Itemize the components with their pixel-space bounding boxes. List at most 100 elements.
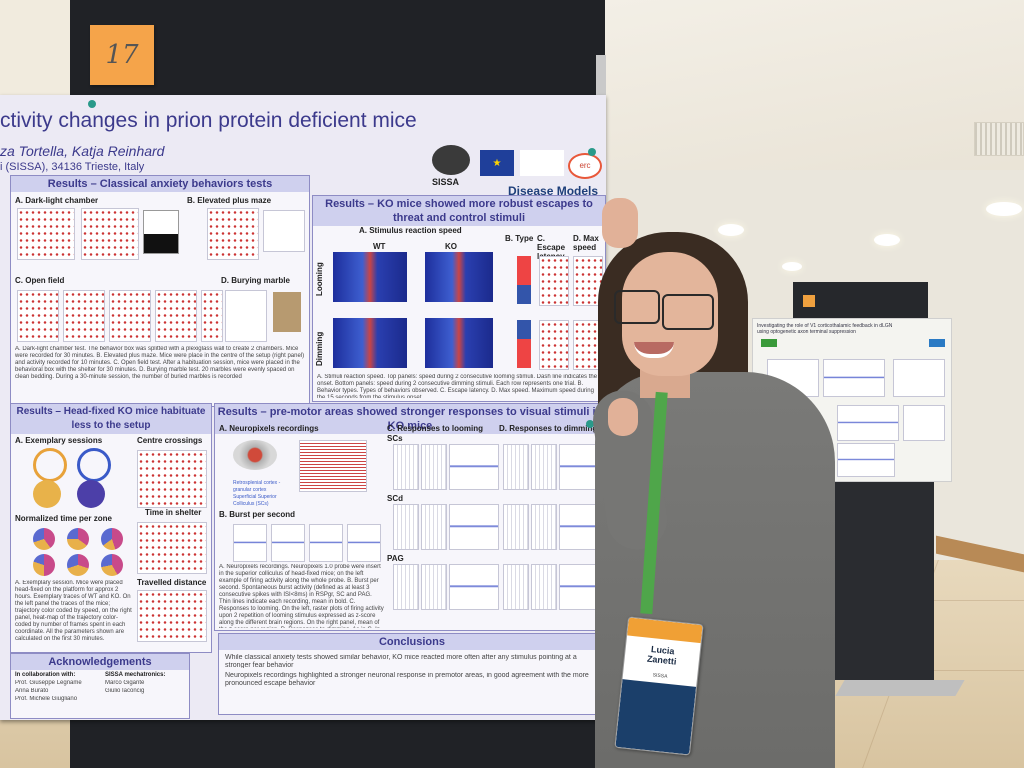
blue-logo	[929, 339, 945, 347]
glasses-icon	[662, 294, 714, 330]
collaborator: Prof. Giuseppe Legname	[15, 680, 82, 686]
area-label: SCd	[387, 494, 403, 503]
raster-plot	[421, 444, 447, 490]
burst-plot	[233, 524, 267, 562]
eu-flag-logo: ★	[480, 150, 514, 176]
sissa-seal-logo	[432, 145, 470, 175]
raster-plot	[531, 504, 557, 550]
raster-plot	[421, 564, 447, 610]
board-stand	[835, 680, 965, 696]
conclusion-bullet: While classical anxiety tests showed sim…	[225, 654, 577, 668]
zscore-plot	[449, 504, 499, 550]
probe-firing-plot	[299, 440, 367, 492]
speed-heatmap	[425, 318, 493, 368]
panel-header: Results – pre-motor areas showed stronge…	[215, 404, 605, 434]
area-label: PAG	[387, 554, 404, 563]
pushpin	[88, 100, 96, 108]
panel-caption: A. Stimuli reaction speed. Top panels: s…	[317, 374, 598, 398]
subpanel-label: C. Open field	[15, 276, 65, 285]
subpanel-label: B. Type	[505, 234, 534, 243]
group-label-wt: WT	[373, 242, 386, 251]
ceiling-light	[874, 234, 900, 246]
panel-premotor: Results – pre-motor areas showed stronge…	[214, 403, 606, 631]
burst-plot	[309, 524, 343, 562]
background-poster-title: Investigating the role of V1 corticothal…	[757, 323, 893, 335]
scatter-plot	[155, 290, 197, 342]
name-badge: Lucia Zanetti SISSA	[614, 616, 704, 756]
zone-pie-chart	[101, 554, 123, 576]
subpanel-label: B. Elevated plus maze	[187, 196, 272, 205]
background-poster-figure	[837, 405, 899, 441]
trajectory-circle	[33, 448, 67, 482]
ceiling-light	[986, 202, 1022, 216]
sissa-logo-text: SISSA	[432, 177, 460, 187]
conclusion-bullet: Neuropixels recordings highlighted a str…	[225, 672, 589, 687]
collaborator: Anna Burato	[15, 688, 49, 694]
subpanel-label: D. Max speed	[573, 234, 599, 252]
panel-head-fixed: Results – Head-fixed KO mice habituate l…	[10, 403, 212, 653]
sissa-mechatronics-label: SISSA mechatronics:	[105, 672, 166, 678]
subpanel-label: A. Exemplary sessions	[15, 436, 103, 445]
time-in-shelter-plot	[137, 522, 207, 574]
erc-logo: erc	[568, 153, 602, 179]
speed-heatmap	[333, 318, 407, 368]
poster-number-note: 17	[90, 25, 154, 85]
raster-plot	[421, 504, 447, 550]
background-poster-figure	[823, 359, 885, 397]
panel-classical-anxiety: Results – Classical anxiety behaviors te…	[10, 175, 310, 407]
subpanel-label: Centre crossings	[137, 436, 203, 445]
heatmap-circle	[77, 480, 105, 508]
burst-plot	[347, 524, 381, 562]
subpanel-label: A. Dark-light chamber	[15, 196, 99, 205]
panel-header: Results – KO mice showed more robust esc…	[313, 196, 605, 226]
ceiling-light	[718, 224, 744, 236]
raster-plot	[503, 564, 529, 610]
behavior-type-bar	[517, 320, 531, 368]
raster-plot	[503, 504, 529, 550]
background-poster-figure	[893, 359, 945, 397]
panel-acknowledgements: Acknowledgements In collaboration with: …	[10, 653, 190, 719]
zscore-plot	[449, 444, 499, 490]
glasses-icon	[614, 290, 660, 324]
subpanel-label: Time in shelter	[145, 508, 202, 517]
row-label: Looming	[315, 262, 324, 296]
row-label: Dimming	[315, 331, 324, 366]
person-face	[622, 252, 718, 376]
area-label: SCs	[387, 434, 403, 443]
scatter-plot	[17, 290, 59, 342]
travelled-distance-plot	[137, 590, 207, 642]
ceiling	[600, 0, 1024, 180]
poster: ctivity changes in prion protein deficie…	[0, 95, 606, 720]
green-logo	[761, 339, 777, 347]
collaborator: Marco Gigante	[105, 680, 145, 686]
person-hand-raised	[602, 198, 638, 248]
subpanel-label: Normalized time per zone	[15, 514, 112, 523]
panel-caption: A. Neuropixels recordings. Neuropixels 1…	[219, 564, 384, 628]
brain-area-legend: Retrosplenial cortex - granular cortex S…	[233, 480, 281, 507]
speed-heatmap	[333, 252, 407, 302]
escape-latency-plot	[539, 256, 569, 306]
badge-name: Lucia Zanetti	[624, 641, 700, 669]
background-poster-board-top	[793, 282, 928, 320]
maze-schematic	[263, 210, 305, 252]
zone-pie-chart	[67, 554, 89, 576]
scatter-plot	[63, 290, 105, 342]
pushpin	[586, 420, 594, 428]
scatter-plot	[109, 290, 151, 342]
zone-pie-chart	[101, 528, 123, 550]
subpanel-label: A. Stimulus reaction speed	[359, 226, 462, 235]
escape-latency-plot	[539, 320, 569, 370]
raster-plot	[531, 564, 557, 610]
panel-caption: A. Exemplary session. Mice were placed h…	[15, 580, 132, 642]
panel-caption: A. Dark-light chamber test. The behavior…	[15, 346, 305, 380]
panel-header: Results – Classical anxiety behaviors te…	[11, 176, 309, 192]
ceiling-vent	[974, 122, 1024, 156]
raster-plot	[393, 504, 419, 550]
bar-plot	[225, 290, 267, 342]
speed-heatmap	[425, 252, 493, 302]
marble-photo	[273, 292, 301, 332]
background-poster-figure	[903, 405, 945, 441]
trajectory-circle	[77, 448, 111, 482]
panel-header: Conclusions	[219, 634, 605, 650]
dark-light-schematic	[143, 210, 179, 254]
